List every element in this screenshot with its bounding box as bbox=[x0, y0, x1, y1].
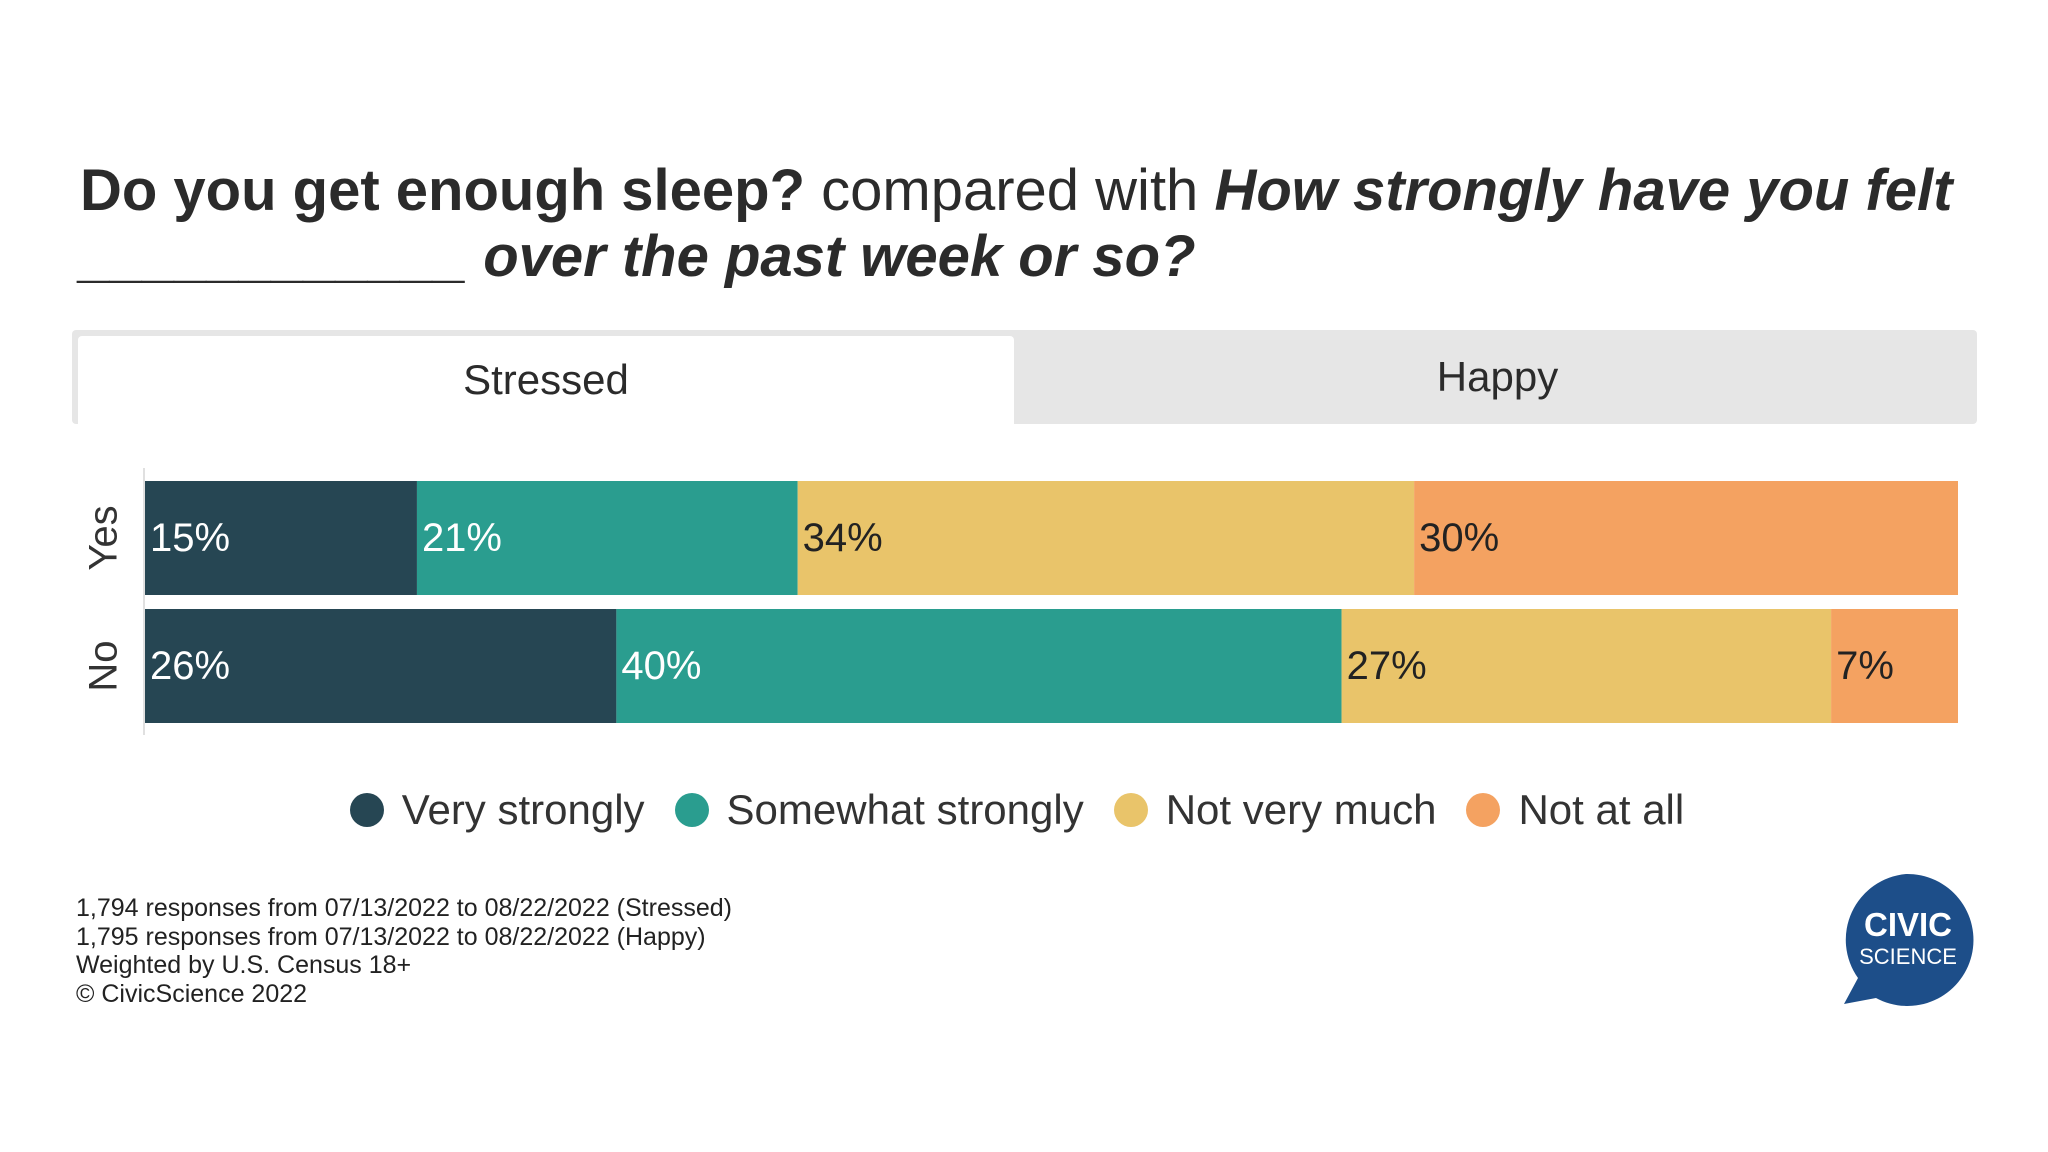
data-label: 26% bbox=[150, 644, 230, 688]
bar-yes-somewhat-strongly[interactable] bbox=[416, 481, 798, 595]
data-label: 27% bbox=[1347, 644, 1427, 688]
legend-item-not-at-all[interactable]: Not at all bbox=[1466, 786, 1698, 834]
legend-item-very-strongly[interactable]: Very strongly bbox=[349, 786, 659, 834]
title-question-2-cont: ____________ over the past week or so? bbox=[80, 224, 1196, 289]
footnote-happy-responses: 1,795 responses from 07/13/2022 to 08/22… bbox=[76, 922, 706, 951]
data-label: 21% bbox=[422, 516, 502, 560]
data-label: 15% bbox=[150, 516, 230, 560]
bar-yes-not-at-all[interactable] bbox=[1414, 481, 1958, 595]
category-label-yes: Yes bbox=[82, 505, 126, 570]
legend-swatch-somewhat-strongly bbox=[674, 793, 709, 827]
civicscience-logo: CIVIC SCIENCE bbox=[1844, 873, 1974, 1006]
legend-swatch-not-very-much bbox=[1113, 793, 1148, 827]
footnotes: 1,794 responses from 07/13/2022 to 08/22… bbox=[76, 894, 732, 1008]
tab-stressed[interactable]: Stressed bbox=[78, 336, 1014, 424]
bar-yes-very-strongly[interactable] bbox=[145, 481, 417, 595]
bar-no-somewhat-strongly[interactable] bbox=[616, 609, 1342, 723]
bar-no-not-very-much[interactable] bbox=[1341, 609, 1832, 723]
logo-speech-bubble bbox=[1844, 873, 1974, 1006]
title-question-1: Do you get enough sleep? bbox=[80, 158, 806, 223]
footnote-copyright: © CivicScience 2022 bbox=[76, 979, 308, 1008]
data-label: 7% bbox=[1836, 644, 1894, 688]
legend-label: Somewhat strongly bbox=[726, 786, 1084, 833]
title-connector: compared with bbox=[805, 158, 1215, 223]
legend: Very strongly Somewhat strongly Not very… bbox=[0, 786, 2048, 834]
data-label: 30% bbox=[1419, 516, 1499, 560]
legend-label: Not at all bbox=[1518, 786, 1685, 833]
tab-happy[interactable]: Happy bbox=[1436, 353, 1559, 400]
data-label: 34% bbox=[803, 516, 883, 560]
bar-no-not-at-all[interactable] bbox=[1831, 609, 1958, 723]
tab-bar: Stressed Happy bbox=[72, 330, 1977, 424]
legend-item-somewhat-strongly[interactable]: Somewhat strongly bbox=[674, 786, 1098, 834]
legend-label: Very strongly bbox=[401, 786, 645, 833]
category-label-no: No bbox=[82, 640, 126, 691]
legend-swatch-very-strongly bbox=[349, 793, 384, 827]
footnote-weighting: Weighted by U.S. Census 18+ bbox=[76, 951, 412, 979]
data-label: 40% bbox=[621, 644, 701, 688]
bar-no-very-strongly[interactable] bbox=[145, 609, 617, 723]
logo-text-civic: CIVIC bbox=[1864, 906, 1952, 943]
legend-label: Not very much bbox=[1165, 786, 1437, 833]
footnote-stressed-responses: 1,794 responses from 07/13/2022 to 08/22… bbox=[76, 894, 732, 922]
title-question-2: How strongly have you felt bbox=[1214, 158, 1953, 223]
logo-text-science: SCIENCE bbox=[1859, 944, 1957, 969]
legend-swatch-not-at-all bbox=[1466, 793, 1501, 827]
legend-item-not-very-much[interactable]: Not very much bbox=[1113, 786, 1451, 834]
bar-yes-not-very-much[interactable] bbox=[797, 481, 1415, 595]
chart-title: Do you get enough sleep? compared with H… bbox=[80, 158, 1980, 290]
stacked-bar-chart: Yes 15% 21% 34% 30% No 26% 40% 27% 7% bbox=[82, 468, 1958, 735]
